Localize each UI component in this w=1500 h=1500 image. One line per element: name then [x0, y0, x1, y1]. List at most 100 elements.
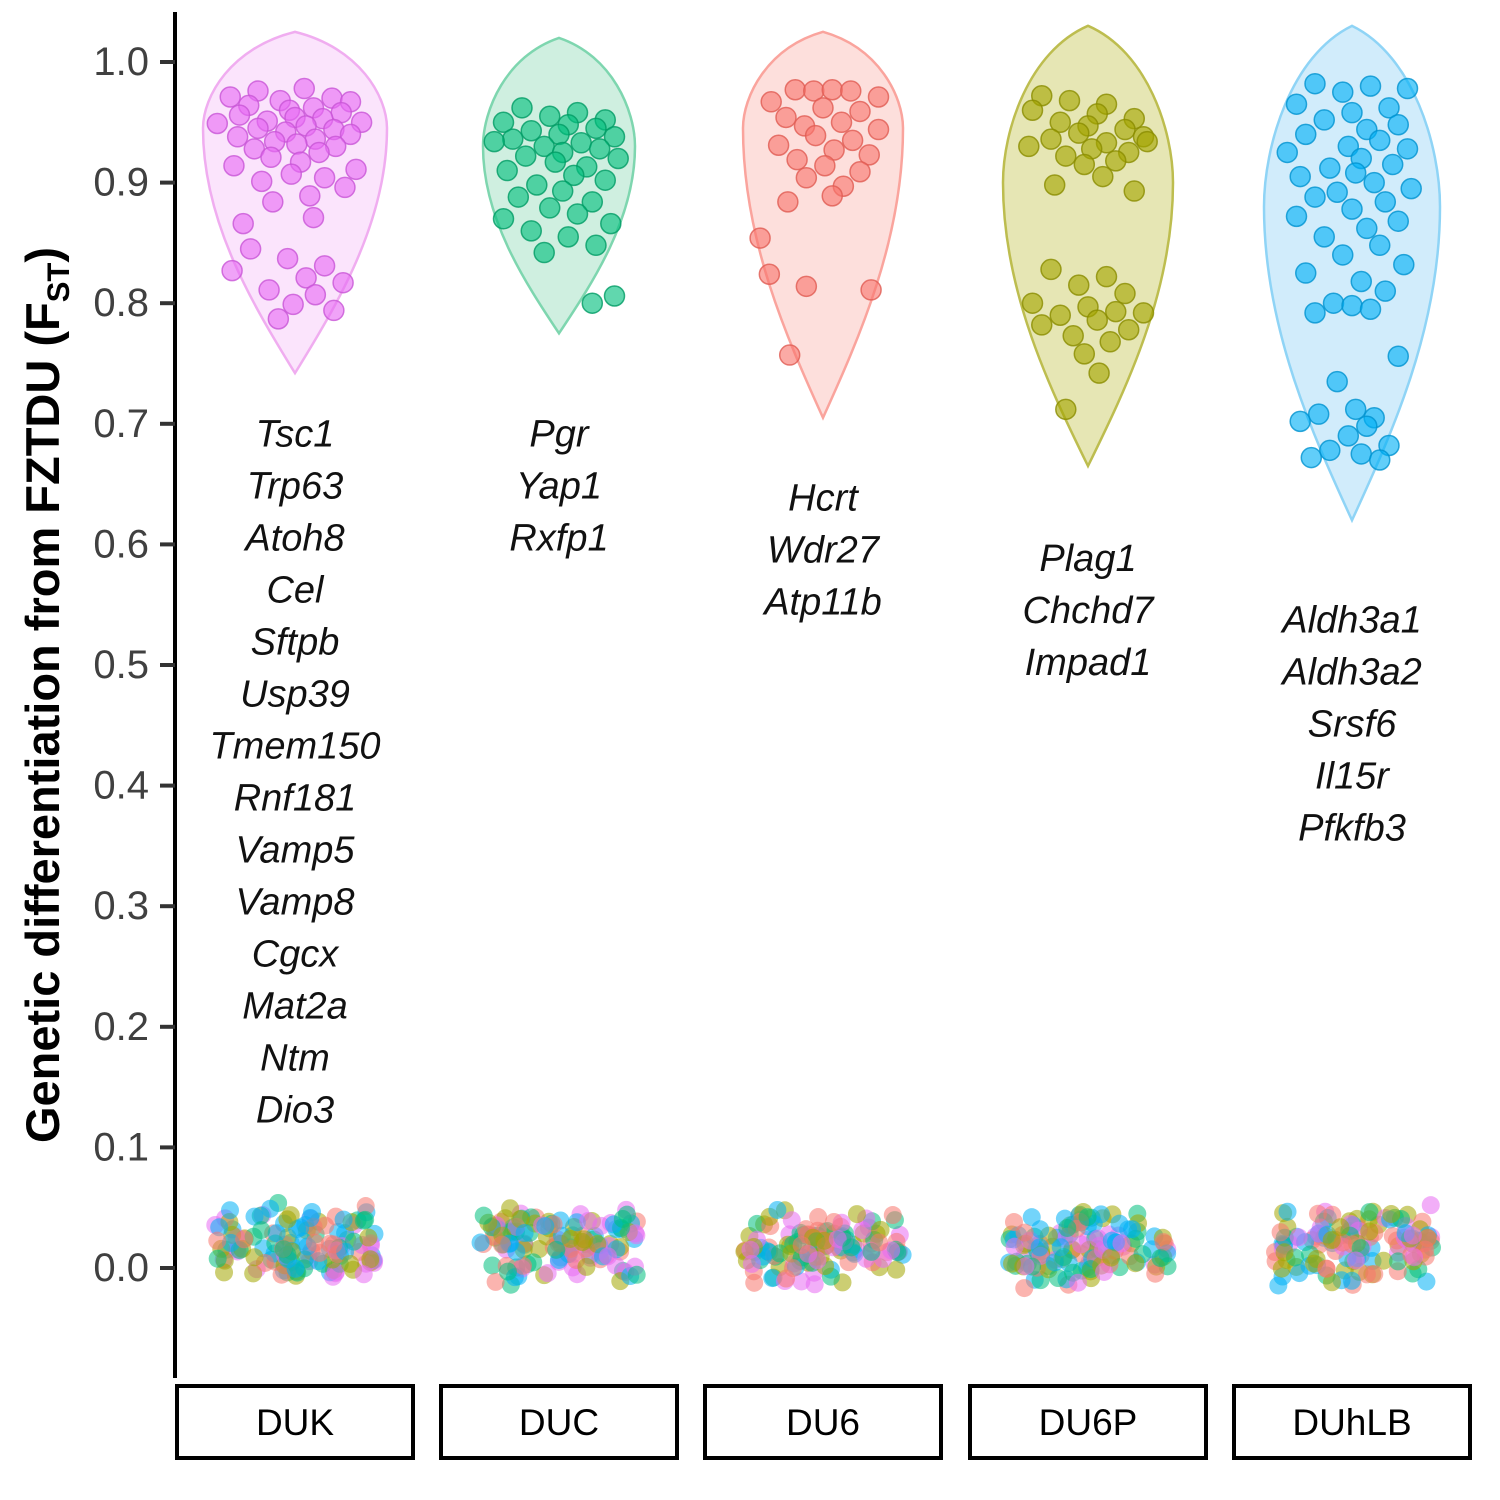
gene-label: Chchd7: [1023, 590, 1156, 632]
violin-DUhLB: [1262, 24, 1442, 524]
data-point: [1015, 1223, 1034, 1242]
data-point: [741, 1240, 760, 1259]
data-point: [520, 119, 542, 142]
data-point: [867, 86, 890, 108]
data-point: [1078, 1208, 1097, 1227]
data-point: [483, 1256, 502, 1275]
data-point: [1031, 1220, 1050, 1239]
data-point: [613, 1209, 632, 1228]
baseline-cluster-DU6P: [1000, 1203, 1177, 1298]
data-point: [486, 1272, 505, 1291]
data-point: [1132, 302, 1155, 324]
data-point: [215, 1263, 234, 1282]
data-point: [867, 118, 890, 141]
data-point: [1105, 150, 1127, 172]
facet-box-DUC: [439, 1384, 679, 1460]
data-point: [1356, 217, 1378, 240]
data-point: [870, 1233, 889, 1252]
data-point: [496, 159, 518, 182]
data-point: [208, 1231, 227, 1250]
gene-label: Vamp5: [236, 830, 356, 872]
facet-label-DU6P: DU6P: [1039, 1402, 1138, 1443]
data-point: [784, 78, 806, 101]
data-point: [1114, 282, 1136, 305]
data-point: [1369, 449, 1391, 471]
data-point: [858, 144, 880, 166]
data-point: [492, 1235, 511, 1254]
data-point: [305, 1233, 324, 1252]
data-point: [526, 174, 548, 196]
data-point: [1346, 1251, 1365, 1270]
data-point: [849, 100, 871, 123]
data-point: [1304, 72, 1326, 95]
data-point: [544, 151, 567, 173]
data-point: [1322, 1231, 1341, 1250]
baseline-cluster-DUK: [206, 1193, 384, 1286]
data-point: [1021, 292, 1044, 314]
data-point: [792, 1236, 811, 1255]
data-point: [1016, 1257, 1035, 1276]
data-point: [302, 206, 325, 229]
data-point: [1055, 145, 1077, 167]
data-point: [823, 139, 845, 161]
data-point: [1313, 109, 1335, 131]
data-point: [282, 293, 304, 316]
data-point: [1285, 205, 1308, 228]
data-point: [830, 111, 853, 134]
data-point: [272, 1265, 291, 1284]
data-point: [250, 170, 273, 193]
data-point: [1363, 171, 1385, 194]
gene-label: Atp11b: [762, 582, 882, 624]
gene-list-DUhLB: Aldh3a1 Aldh3a2 Srsf6 Il15r Pfkfb3: [1280, 599, 1421, 849]
gene-label: Trp63: [247, 466, 343, 508]
data-point: [244, 1264, 263, 1283]
data-point: [1331, 1218, 1350, 1237]
data-point: [323, 299, 345, 322]
data-point: [1405, 1248, 1424, 1267]
y-tick-label: 0.4: [93, 764, 149, 808]
data-point: [341, 1254, 360, 1273]
gene-label: Ntm: [260, 1038, 330, 1080]
gene-list-DUK: Tsc1 Trp63 Atoh8 Cel Sftpb Usp39 Tmem150 Rnf181…: [209, 414, 380, 1132]
data-point: [1276, 141, 1298, 164]
data-point: [286, 1259, 305, 1278]
data-point: [514, 145, 537, 167]
data-point: [1326, 181, 1348, 203]
facet-box-DU6: [703, 1384, 943, 1460]
data-point: [1369, 129, 1391, 152]
data-point: [1018, 135, 1040, 158]
data-point: [206, 112, 229, 135]
data-point: [1068, 274, 1090, 296]
data-point: [498, 1262, 517, 1281]
y-tick-label: 0.6: [93, 522, 149, 566]
data-point: [1360, 1203, 1379, 1222]
data-point: [1049, 111, 1071, 134]
data-point: [1308, 1204, 1327, 1223]
data-point: [603, 285, 626, 307]
gene-label: Il15r: [1315, 755, 1390, 797]
data-point: [260, 146, 282, 169]
gene-list-DU6P: Plag1 Chchd7 Impad1: [1023, 538, 1156, 684]
data-point: [316, 1216, 335, 1235]
gene-label: Usp39: [240, 674, 350, 716]
data-point: [1359, 75, 1382, 97]
data-point: [749, 227, 771, 249]
data-point: [1151, 1249, 1170, 1268]
gene-label: Cel: [266, 570, 325, 612]
data-point: [208, 1249, 227, 1268]
data-point: [887, 1260, 906, 1279]
data-point: [1387, 113, 1409, 136]
data-point: [775, 106, 797, 129]
data-point: [1092, 165, 1114, 188]
data-point: [258, 279, 280, 301]
data-point: [566, 203, 589, 225]
data-point: [232, 212, 254, 235]
data-point: [339, 123, 362, 146]
data-point: [1040, 128, 1062, 150]
data-point: [1322, 1273, 1341, 1292]
gene-list-DUC: Pgr Yap1 Rxfp1: [509, 414, 608, 560]
y-axis-title-close: ): [15, 246, 69, 263]
data-point: [1344, 398, 1367, 421]
data-point: [1356, 415, 1378, 437]
